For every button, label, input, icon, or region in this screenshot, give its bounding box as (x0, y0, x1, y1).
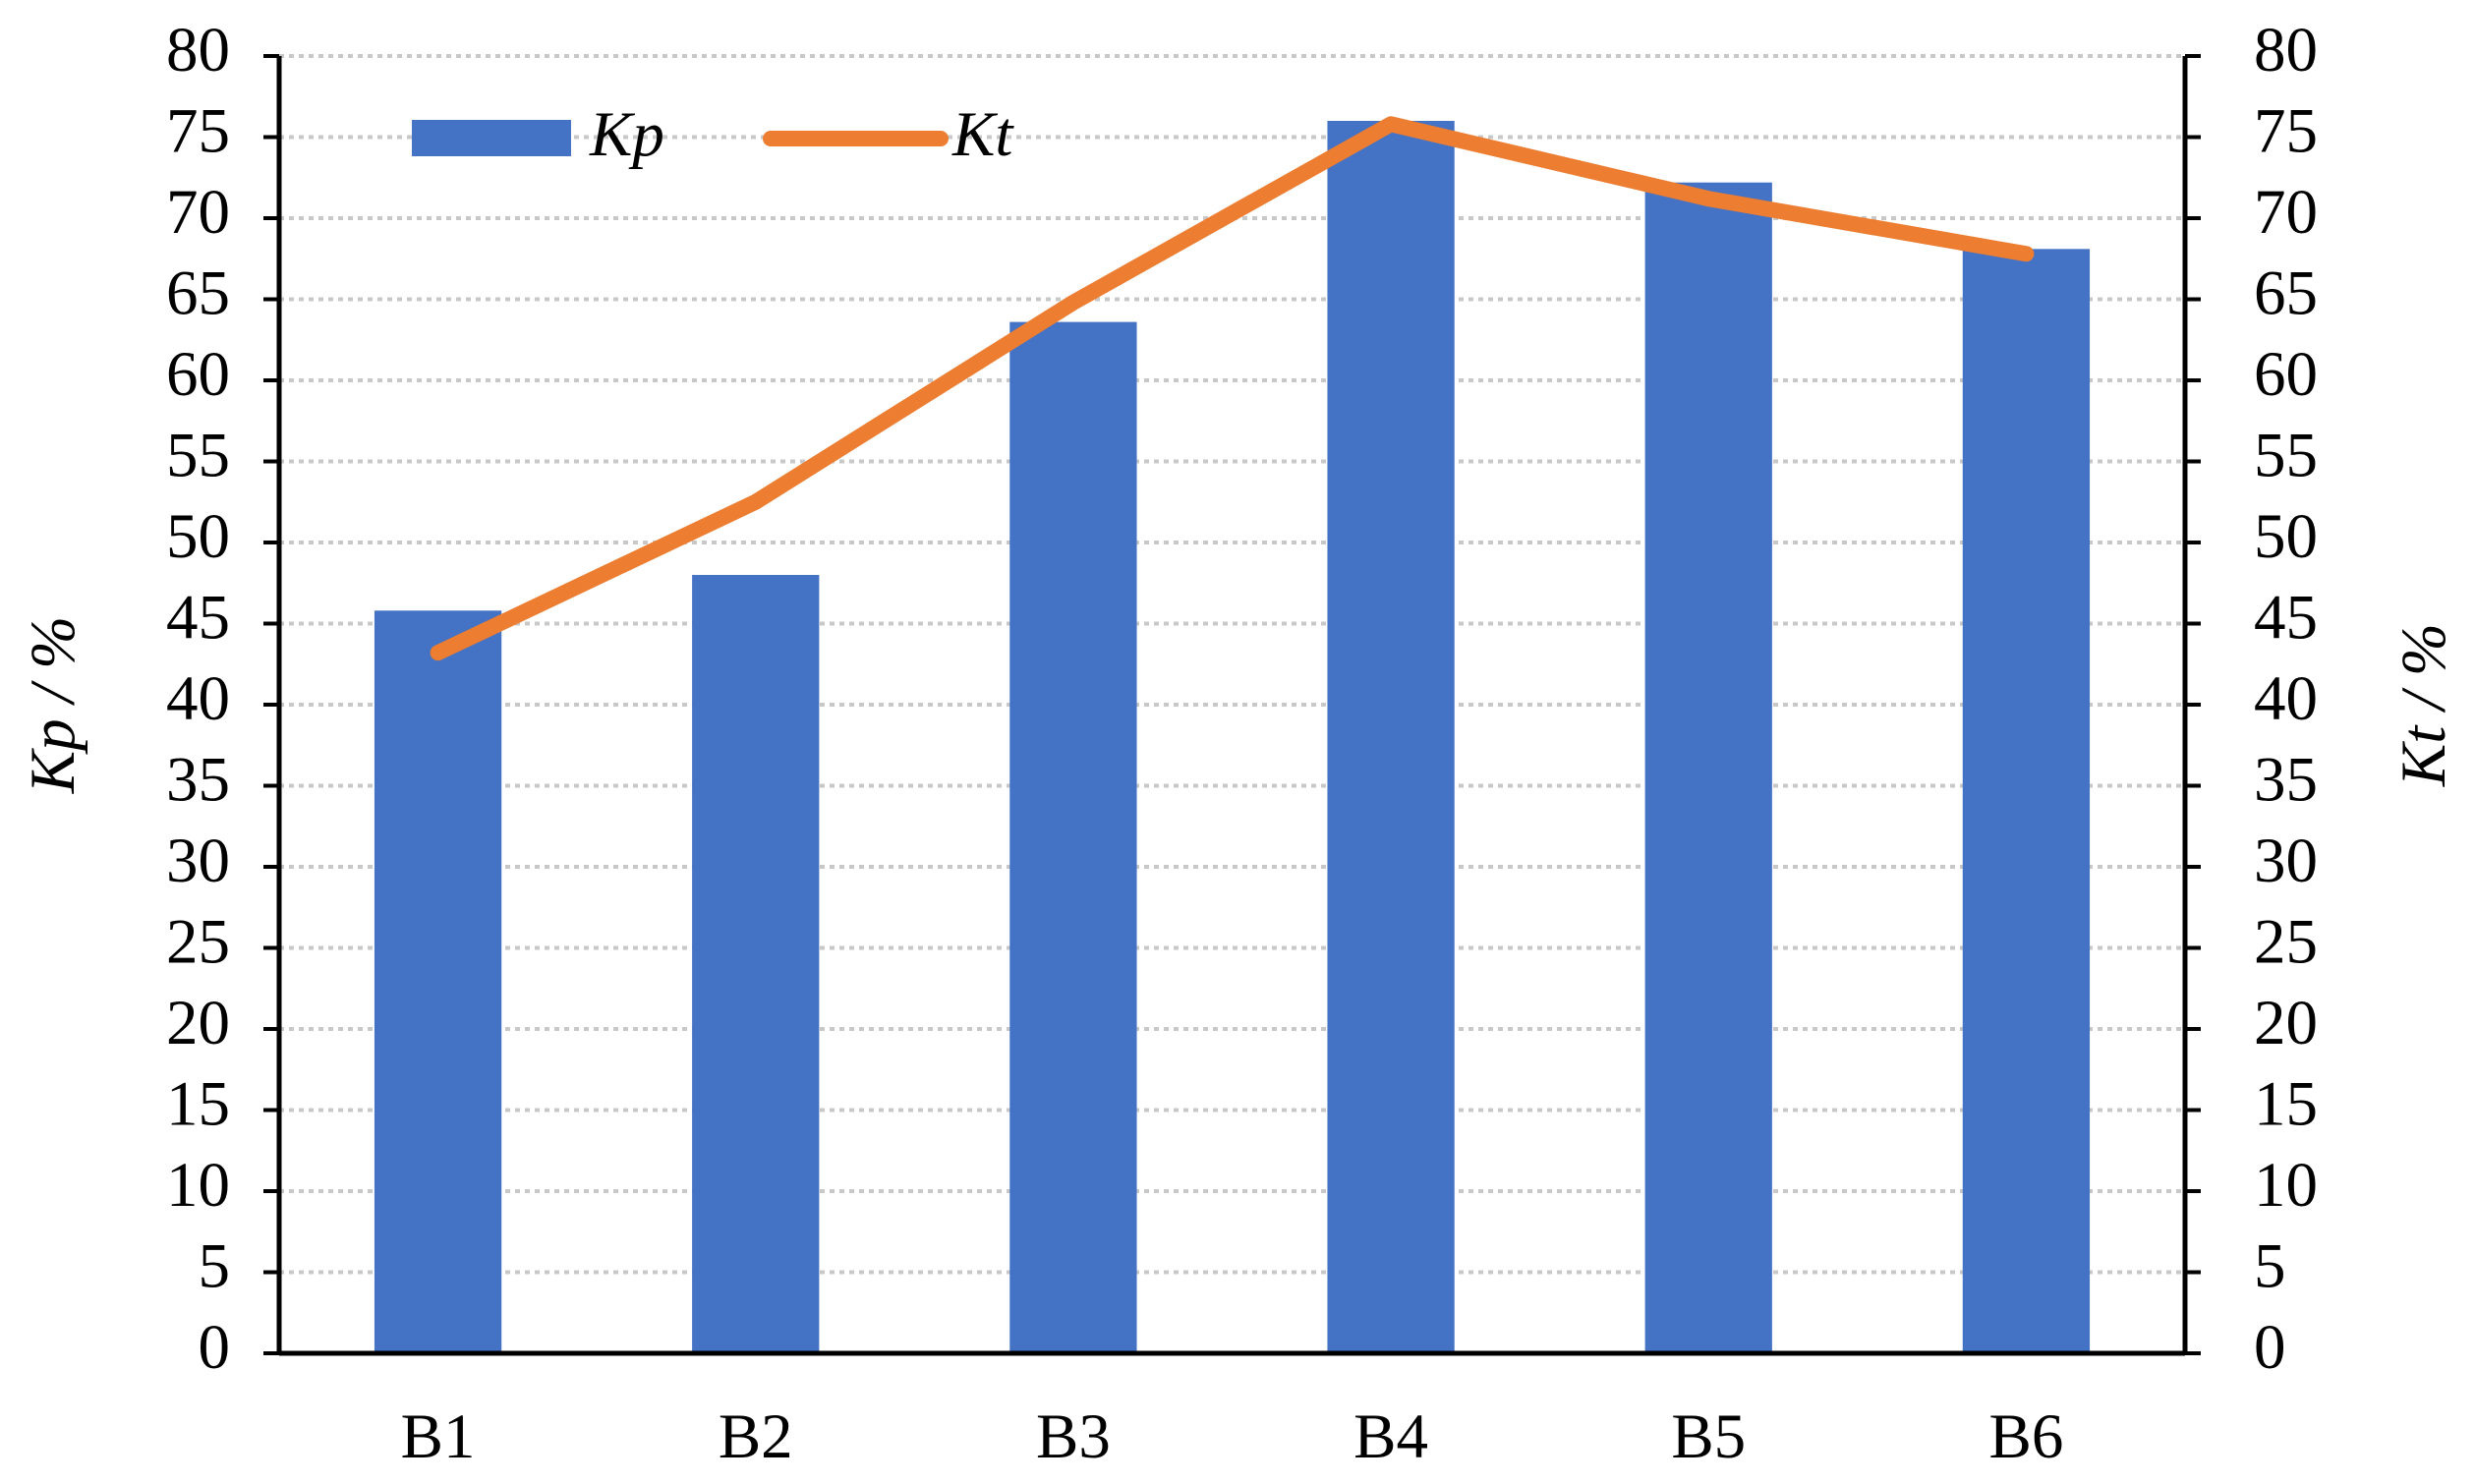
y-tick-label: 65 (166, 257, 230, 328)
y-axis-title: Kp / % (18, 616, 88, 795)
y2-tick-label: 25 (2254, 906, 2318, 977)
y2-tick-label: 75 (2254, 95, 2318, 166)
x-tick-label: B3 (1036, 1401, 1111, 1472)
y-tick-label: 45 (166, 582, 230, 653)
y-tick-label: 60 (166, 339, 230, 410)
x-tick-label: B2 (719, 1401, 793, 1472)
y2-tick-label: 0 (2254, 1312, 2286, 1383)
y-tick-label: 0 (199, 1312, 231, 1383)
y-tick-label: 5 (199, 1230, 231, 1301)
y2-tick-label: 45 (2254, 582, 2318, 653)
y2-tick-label: 20 (2254, 988, 2318, 1058)
y2-tick-label: 65 (2254, 257, 2318, 328)
x-tick-label: B4 (1353, 1401, 1428, 1472)
y2-tick-label: 70 (2254, 177, 2318, 248)
legend-swatch (412, 120, 571, 156)
bar (1962, 249, 2091, 1354)
x-tick-label: B1 (401, 1401, 476, 1472)
y-tick-label: 50 (166, 501, 230, 572)
y2-tick-label: 50 (2254, 501, 2318, 572)
legend-label: Kp (589, 99, 664, 170)
y-tick-label: 75 (166, 95, 230, 166)
bar (1009, 321, 1137, 1354)
y2-tick-label: 5 (2254, 1230, 2286, 1301)
y2-tick-label: 35 (2254, 744, 2318, 815)
legend-label: Kt (951, 99, 1014, 170)
y2-tick-label: 55 (2254, 420, 2318, 490)
y-tick-label: 15 (166, 1068, 230, 1139)
bar (374, 610, 502, 1353)
y2-tick-label: 10 (2254, 1150, 2318, 1221)
bar (692, 575, 820, 1353)
y-tick-label: 55 (166, 420, 230, 490)
y2-axis-title: Kt / % (2389, 623, 2459, 787)
y2-tick-label: 60 (2254, 339, 2318, 410)
y2-tick-label: 80 (2254, 15, 2318, 86)
y-tick-label: 40 (166, 663, 230, 734)
bar (1327, 121, 1455, 1353)
x-tick-label: B6 (1988, 1401, 2063, 1472)
y2-tick-label: 15 (2254, 1068, 2318, 1139)
y-tick-label: 80 (166, 15, 230, 86)
y-tick-label: 30 (166, 826, 230, 896)
y-tick-label: 10 (166, 1150, 230, 1221)
y-tick-label: 25 (166, 906, 230, 977)
y2-tick-label: 40 (2254, 663, 2318, 734)
y-tick-label: 20 (166, 988, 230, 1058)
bar (1644, 182, 1772, 1354)
y-tick-label: 35 (166, 744, 230, 815)
y-tick-label: 70 (166, 177, 230, 248)
line (430, 116, 2035, 661)
x-tick-label: B5 (1671, 1401, 1746, 1472)
y2-tick-label: 30 (2254, 826, 2318, 896)
